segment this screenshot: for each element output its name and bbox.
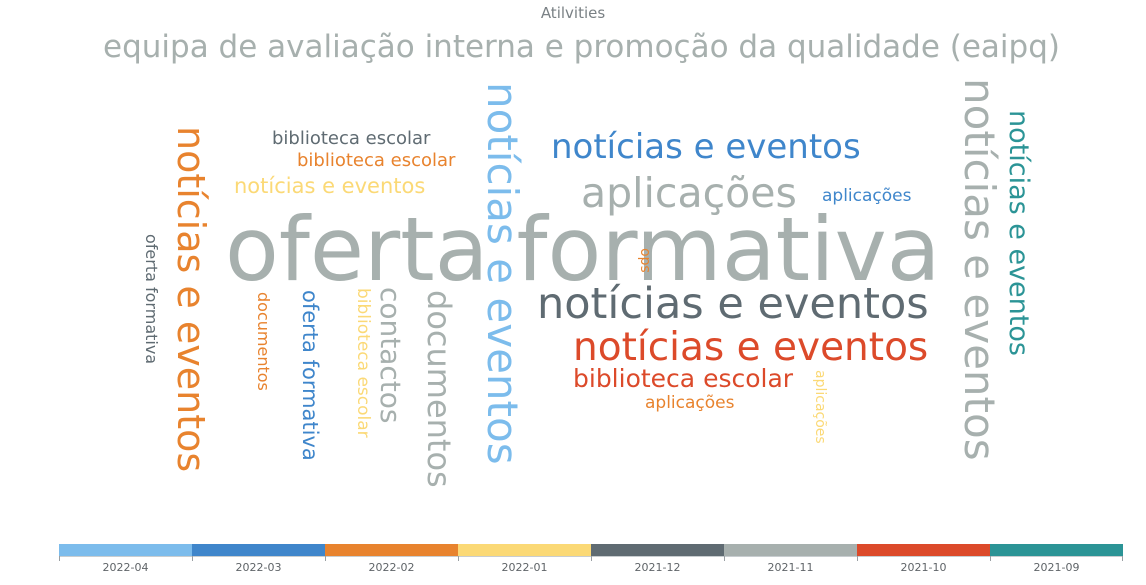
legend-tick — [857, 556, 858, 561]
word-not-cias-e-eventos-6: notícias e eventos — [573, 325, 929, 370]
legend-color-2022-02 — [325, 544, 458, 556]
word-biblioteca-escolar-7: biblioteca escolar — [573, 364, 794, 393]
legend-color-2021-10 — [857, 544, 990, 556]
word-aplica-es-8: aplicações — [645, 393, 735, 413]
legend-tick — [591, 556, 592, 561]
word-not-cias-e-eventos-11: notícias e eventos — [234, 174, 426, 198]
word-contactos-20: contactos — [374, 287, 407, 424]
legend-tick — [458, 556, 459, 561]
legend-tick — [192, 556, 193, 561]
color-legend: 2022-04 2022-03 2022-02 2022-01 2021-12 2021-… — [59, 544, 1123, 574]
word-documentos-17: documentos — [254, 292, 273, 391]
word-sdo-22: sdo — [637, 248, 653, 273]
legend-label-2022-01: 2022-01 — [501, 561, 548, 574]
legend-label-2021-12: 2021-12 — [634, 561, 681, 574]
word-not-cias-e-eventos-12: notícias e eventos — [478, 82, 527, 465]
legend-tick — [724, 556, 725, 561]
word-biblioteca-escolar-19: biblioteca escolar — [353, 288, 373, 438]
legend-tick — [59, 556, 60, 561]
word-oferta-formativa-16: oferta formativa — [142, 234, 161, 365]
legend-color-2021-11 — [724, 544, 857, 556]
legend-tick — [990, 556, 991, 561]
word-not-cias-e-eventos-5: notícias e eventos — [537, 279, 929, 329]
legend-color-2021-09 — [990, 544, 1123, 556]
word-biblioteca-escolar-9: biblioteca escolar — [272, 128, 431, 149]
word-not-cias-e-eventos-2: notícias e eventos — [551, 127, 861, 167]
legend-label-2022-02: 2022-02 — [368, 561, 415, 574]
word-oferta-formativa-1: oferta formativa — [225, 198, 941, 301]
word-aplica-es-4: aplicações — [822, 186, 912, 206]
legend-color-2022-04 — [59, 544, 192, 556]
legend-color-2022-01 — [458, 544, 591, 556]
legend-color-2022-03 — [192, 544, 325, 556]
word-aplica-es-23: aplicações — [812, 370, 828, 444]
legend-label-2021-11: 2021-11 — [767, 561, 814, 574]
legend-label-2021-09: 2021-09 — [1033, 561, 1080, 574]
word-not-cias-e-eventos-15: notícias e eventos — [169, 126, 213, 473]
word-biblioteca-escolar-10: biblioteca escolar — [297, 150, 456, 171]
legend-tick — [325, 556, 326, 561]
word-not-cias-e-eventos-13: notícias e eventos — [955, 78, 1004, 461]
legend-tick-end — [1122, 556, 1123, 561]
legend-label-2022-04: 2022-04 — [102, 561, 149, 574]
word-not-cias-e-eventos-14: notícias e eventos — [1003, 110, 1034, 356]
chart-title: Atilvities — [540, 4, 606, 22]
word-oferta-formativa-18: oferta formativa — [298, 290, 322, 461]
word-documentos-21: documentos — [420, 290, 458, 488]
word-equipa-de-avalia-o-interna-e-promo-o-da-qualidade-eaipq-0: equipa de avaliação interna e promoção d… — [103, 29, 1060, 65]
legend-color-2021-12 — [591, 544, 724, 556]
legend-label-2021-10: 2021-10 — [900, 561, 947, 574]
legend-label-2022-03: 2022-03 — [235, 561, 282, 574]
word-aplica-es-3: aplicações — [581, 169, 797, 217]
